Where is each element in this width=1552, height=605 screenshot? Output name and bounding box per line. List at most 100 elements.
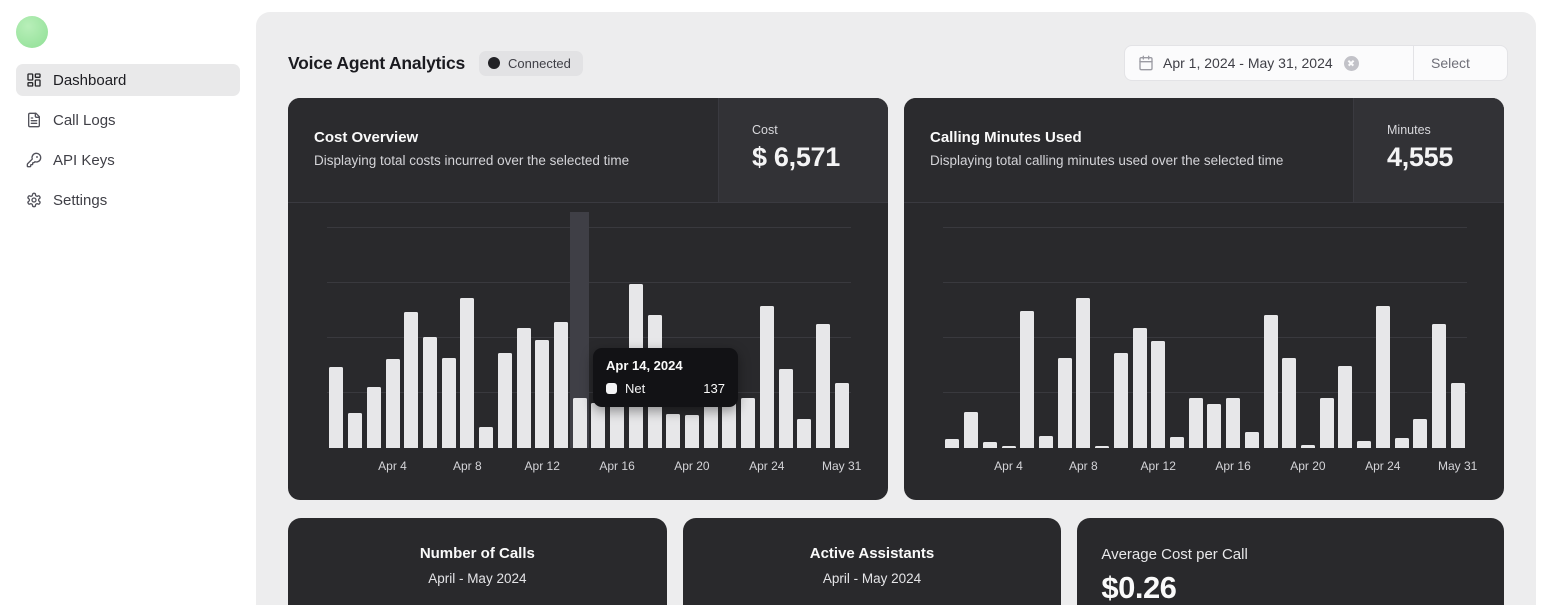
chart-tooltip: Apr 14, 2024 Net 137 bbox=[593, 348, 738, 407]
bar[interactable] bbox=[1076, 298, 1091, 448]
bar[interactable] bbox=[553, 321, 568, 448]
tooltip-series-name: Net bbox=[625, 381, 646, 396]
bar[interactable] bbox=[404, 311, 419, 448]
bar[interactable] bbox=[1263, 315, 1278, 448]
cost-chart-plot: Apr 4 Apr 8 Apr 12 Apr 16 Apr 20 Apr 24 May 31… bbox=[327, 212, 861, 473]
bar[interactable] bbox=[1169, 437, 1184, 448]
bar[interactable] bbox=[385, 358, 400, 448]
bar[interactable] bbox=[460, 297, 475, 448]
x-axis-tick-label: Apr 4 bbox=[378, 459, 407, 473]
cost-stat-box: Cost $ 6,571 bbox=[718, 98, 888, 202]
bar[interactable] bbox=[572, 397, 587, 448]
status-badge-label: Connected bbox=[508, 55, 571, 71]
bar[interactable] bbox=[610, 397, 625, 448]
bar[interactable] bbox=[1282, 358, 1297, 448]
card-title: Active Assistants bbox=[809, 545, 935, 562]
x-axis-tick-label: Apr 24 bbox=[749, 459, 785, 473]
bar[interactable] bbox=[591, 402, 606, 448]
bar[interactable] bbox=[1338, 366, 1353, 448]
bar[interactable] bbox=[1394, 438, 1409, 448]
bar[interactable] bbox=[329, 366, 344, 448]
sidebar-item-dashboard[interactable]: Dashboard bbox=[16, 64, 240, 96]
bar[interactable] bbox=[666, 413, 681, 448]
sidebar-item-api-keys[interactable]: API Keys bbox=[16, 144, 240, 176]
bar[interactable] bbox=[759, 305, 774, 448]
x-axis-tick-label: Apr 16 bbox=[599, 459, 635, 473]
sidebar-item-call-logs[interactable]: Call Logs bbox=[16, 104, 240, 136]
status-badge: Connected bbox=[479, 50, 583, 76]
x-axis-tick-label: Apr 12 bbox=[524, 459, 560, 473]
bar[interactable] bbox=[1301, 445, 1316, 448]
card-title: Average Cost per Call bbox=[1101, 546, 1248, 563]
bar[interactable] bbox=[535, 339, 550, 448]
stat-value: $ 6,571 bbox=[752, 142, 840, 172]
card-subtitle: Displaying total costs incurred over the… bbox=[314, 153, 630, 168]
bar[interactable] bbox=[1357, 441, 1372, 448]
bar[interactable] bbox=[797, 419, 812, 448]
bar[interactable] bbox=[1001, 446, 1016, 448]
date-range-picker: Apr 1, 2024 - May 31, 2024 Select bbox=[1124, 45, 1508, 81]
bar[interactable] bbox=[982, 442, 997, 448]
select-button[interactable]: Select bbox=[1413, 46, 1507, 80]
bar[interactable] bbox=[964, 412, 979, 448]
bar[interactable] bbox=[1095, 446, 1110, 448]
bar[interactable] bbox=[741, 397, 756, 448]
settings-icon bbox=[26, 192, 42, 208]
clear-date-icon[interactable] bbox=[1343, 55, 1359, 71]
bar[interactable] bbox=[1151, 341, 1166, 448]
avatar[interactable] bbox=[16, 16, 48, 48]
bar[interactable] bbox=[422, 336, 437, 448]
bar[interactable] bbox=[722, 397, 737, 448]
sidebar-item-label: Call Logs bbox=[53, 111, 116, 129]
bar[interactable] bbox=[1132, 328, 1147, 448]
minutes-stat-box: Minutes 4,555 bbox=[1353, 98, 1504, 202]
bar[interactable] bbox=[1038, 435, 1053, 448]
number-of-calls-card: Number of Calls April - May 2024 bbox=[288, 518, 667, 605]
average-cost-per-call-card: Average Cost per Call $0.26 bbox=[1077, 518, 1505, 605]
stat-label: Cost bbox=[752, 123, 778, 137]
bar[interactable] bbox=[516, 327, 531, 448]
bar[interactable] bbox=[348, 412, 363, 448]
charts-row: Cost Overview Displaying total costs inc… bbox=[256, 98, 1536, 500]
x-axis-tick-label: May 31 bbox=[821, 459, 862, 473]
gridline bbox=[943, 337, 1467, 338]
bar[interactable] bbox=[1057, 358, 1072, 448]
bar[interactable] bbox=[1188, 398, 1203, 448]
card-subtitle: April - May 2024 bbox=[822, 571, 922, 586]
sidebar-item-label: Settings bbox=[53, 191, 108, 209]
x-axis-tick-label: Apr 12 bbox=[1140, 459, 1176, 473]
date-range-button[interactable]: Apr 1, 2024 - May 31, 2024 bbox=[1125, 46, 1413, 80]
hover-cursor-band bbox=[570, 212, 590, 448]
stat-label: Minutes bbox=[1387, 123, 1431, 137]
page-title: Voice Agent Analytics bbox=[288, 52, 466, 73]
bar[interactable] bbox=[1450, 383, 1465, 448]
bar[interactable] bbox=[1244, 431, 1259, 448]
bar[interactable] bbox=[816, 323, 831, 448]
bar[interactable] bbox=[479, 427, 494, 448]
bar[interactable] bbox=[685, 415, 700, 448]
calendar-icon bbox=[1139, 55, 1153, 71]
bar[interactable] bbox=[703, 397, 718, 448]
x-axis-tick-label: May 31 bbox=[1437, 459, 1478, 473]
bar[interactable] bbox=[1319, 398, 1334, 448]
bar[interactable] bbox=[366, 386, 381, 448]
bar[interactable] bbox=[778, 368, 793, 448]
bar[interactable] bbox=[441, 357, 456, 448]
bar[interactable] bbox=[1432, 324, 1447, 448]
bar[interactable] bbox=[834, 383, 849, 448]
x-axis-tick-label: Apr 8 bbox=[453, 459, 482, 473]
bar[interactable] bbox=[1375, 306, 1390, 448]
bar[interactable] bbox=[1413, 419, 1428, 448]
sidebar-item-settings[interactable]: Settings bbox=[16, 184, 240, 216]
bar[interactable] bbox=[1020, 311, 1035, 448]
card-subtitle: Displaying total calling minutes used ov… bbox=[930, 153, 1284, 168]
bar[interactable] bbox=[1226, 398, 1241, 448]
calling-minutes-header: Calling Minutes Used Displaying total ca… bbox=[904, 98, 1504, 203]
bar[interactable] bbox=[1207, 404, 1222, 448]
call-logs-icon bbox=[26, 112, 42, 128]
bar[interactable] bbox=[945, 439, 960, 448]
tooltip-title: Apr 14, 2024 bbox=[606, 358, 683, 373]
bar[interactable] bbox=[1113, 353, 1128, 448]
bar[interactable] bbox=[497, 353, 512, 448]
x-axis-tick-label: Apr 20 bbox=[674, 459, 710, 473]
